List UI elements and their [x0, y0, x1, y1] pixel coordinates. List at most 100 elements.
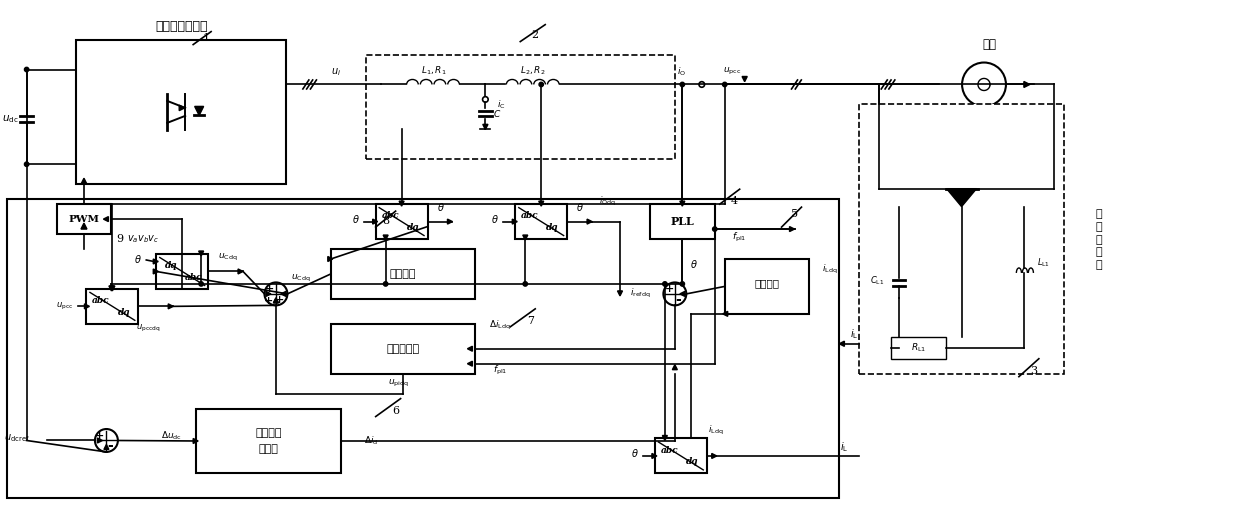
Bar [87, 289, 139, 324]
Circle shape [723, 82, 727, 87]
Circle shape [680, 82, 684, 87]
Text: $i_{\rm L}$: $i_{\rm L}$ [851, 327, 858, 341]
Polygon shape [103, 217, 108, 221]
Polygon shape [946, 189, 977, 207]
Bar [6, 199, 839, 498]
Polygon shape [538, 201, 543, 206]
Polygon shape [154, 259, 159, 264]
Text: dq: dq [165, 261, 177, 270]
Text: +: + [95, 430, 104, 440]
Text: abc: abc [521, 211, 538, 220]
Text: $u_{\rm dcref}$: $u_{\rm dcref}$ [4, 433, 30, 444]
Text: $u_{\rm pccdq}$: $u_{\rm pccdq}$ [136, 323, 160, 334]
Text: PWM: PWM [68, 215, 99, 223]
Text: 谐波计算: 谐波计算 [755, 279, 780, 288]
Text: 2: 2 [532, 30, 539, 40]
Text: 电网: 电网 [982, 38, 996, 51]
Text: 1: 1 [202, 33, 210, 43]
Text: abc: abc [661, 445, 678, 455]
Circle shape [383, 281, 388, 286]
Text: dq: dq [118, 308, 130, 317]
Polygon shape [180, 105, 185, 110]
Polygon shape [512, 219, 517, 224]
Polygon shape [238, 269, 243, 274]
Text: dq: dq [686, 458, 698, 466]
Bar [366, 54, 675, 159]
Text: $i_{\rm Ldq}$: $i_{\rm Ldq}$ [708, 424, 723, 437]
Circle shape [680, 281, 684, 286]
Text: abc: abc [92, 296, 110, 305]
Text: $u_i$: $u_i$ [331, 67, 341, 78]
Polygon shape [154, 269, 159, 274]
Text: 有源阻尼: 有源阻尼 [389, 268, 417, 279]
Text: $i_{\rm refdq}$: $i_{\rm refdq}$ [630, 288, 650, 300]
Polygon shape [467, 346, 472, 351]
Text: 非
线
性
负
载: 非 线 性 负 载 [1095, 208, 1102, 270]
Text: $C_{\rm L1}$: $C_{\rm L1}$ [870, 275, 884, 287]
Text: 4: 4 [732, 196, 738, 206]
Polygon shape [587, 219, 591, 224]
Text: $\theta$: $\theta$ [491, 213, 500, 224]
Bar [331, 249, 475, 299]
Polygon shape [274, 298, 279, 303]
Circle shape [523, 281, 527, 286]
Polygon shape [81, 178, 87, 184]
Polygon shape [652, 454, 657, 459]
Polygon shape [274, 298, 279, 303]
Polygon shape [373, 219, 378, 224]
Bar [650, 204, 714, 239]
Text: $i_{\rm Ldq}$: $i_{\rm Ldq}$ [822, 263, 837, 275]
Text: 直流电压: 直流电压 [255, 428, 281, 439]
Text: abc: abc [382, 211, 399, 220]
Polygon shape [198, 251, 203, 256]
Text: $\theta$: $\theta$ [352, 213, 360, 224]
Bar [724, 259, 810, 314]
Bar [77, 40, 286, 184]
Text: $L_2, R_2$: $L_2, R_2$ [521, 64, 546, 77]
Bar [156, 254, 208, 289]
Text: 5: 5 [791, 209, 799, 219]
Text: $\Delta i_{\rm Ldq}$: $\Delta i_{\rm Ldq}$ [490, 319, 511, 332]
Polygon shape [399, 201, 404, 206]
Text: $\Delta u_{\rm dc}$: $\Delta u_{\rm dc}$ [161, 430, 182, 442]
Polygon shape [618, 291, 622, 296]
Polygon shape [1024, 81, 1030, 88]
Circle shape [198, 281, 203, 286]
Text: $L_1, R_1$: $L_1, R_1$ [420, 64, 446, 77]
Circle shape [25, 67, 29, 72]
Text: 3: 3 [1030, 365, 1038, 376]
Polygon shape [169, 304, 174, 309]
Text: $L_{\rm L1}$: $L_{\rm L1}$ [1038, 257, 1050, 269]
Text: $i_{\rm L}$: $i_{\rm L}$ [841, 440, 848, 454]
Polygon shape [523, 235, 528, 240]
Polygon shape [742, 76, 748, 81]
Text: $i_{\rm Odq}$: $i_{\rm Odq}$ [599, 194, 615, 208]
Polygon shape [839, 341, 844, 346]
Polygon shape [482, 124, 489, 130]
Text: $u_{\rm Cdq}$: $u_{\rm Cdq}$ [218, 251, 238, 263]
Text: $\theta$: $\theta$ [134, 253, 143, 265]
Text: +: + [665, 283, 675, 294]
Bar [516, 204, 567, 239]
Bar [331, 324, 475, 374]
Text: $R_{\rm L1}$: $R_{\rm L1}$ [911, 342, 926, 354]
Text: $C$: $C$ [494, 108, 501, 119]
Circle shape [539, 82, 543, 87]
Text: 9: 9 [115, 234, 123, 244]
Text: $\theta$: $\theta$ [691, 258, 698, 270]
Text: $u_{\rm pidq}$: $u_{\rm pidq}$ [388, 378, 409, 389]
Polygon shape [723, 312, 728, 316]
Polygon shape [104, 444, 109, 449]
Text: 6: 6 [392, 406, 399, 415]
Polygon shape [81, 223, 87, 229]
Text: +: + [264, 295, 274, 306]
Polygon shape [680, 291, 684, 296]
Text: dq: dq [547, 223, 559, 232]
Polygon shape [662, 436, 667, 440]
Polygon shape [110, 286, 115, 291]
Text: $\theta$: $\theta$ [577, 201, 584, 213]
Text: $\theta$: $\theta$ [631, 447, 639, 459]
Polygon shape [680, 201, 684, 206]
Polygon shape [84, 304, 89, 309]
Text: +: + [265, 283, 274, 294]
